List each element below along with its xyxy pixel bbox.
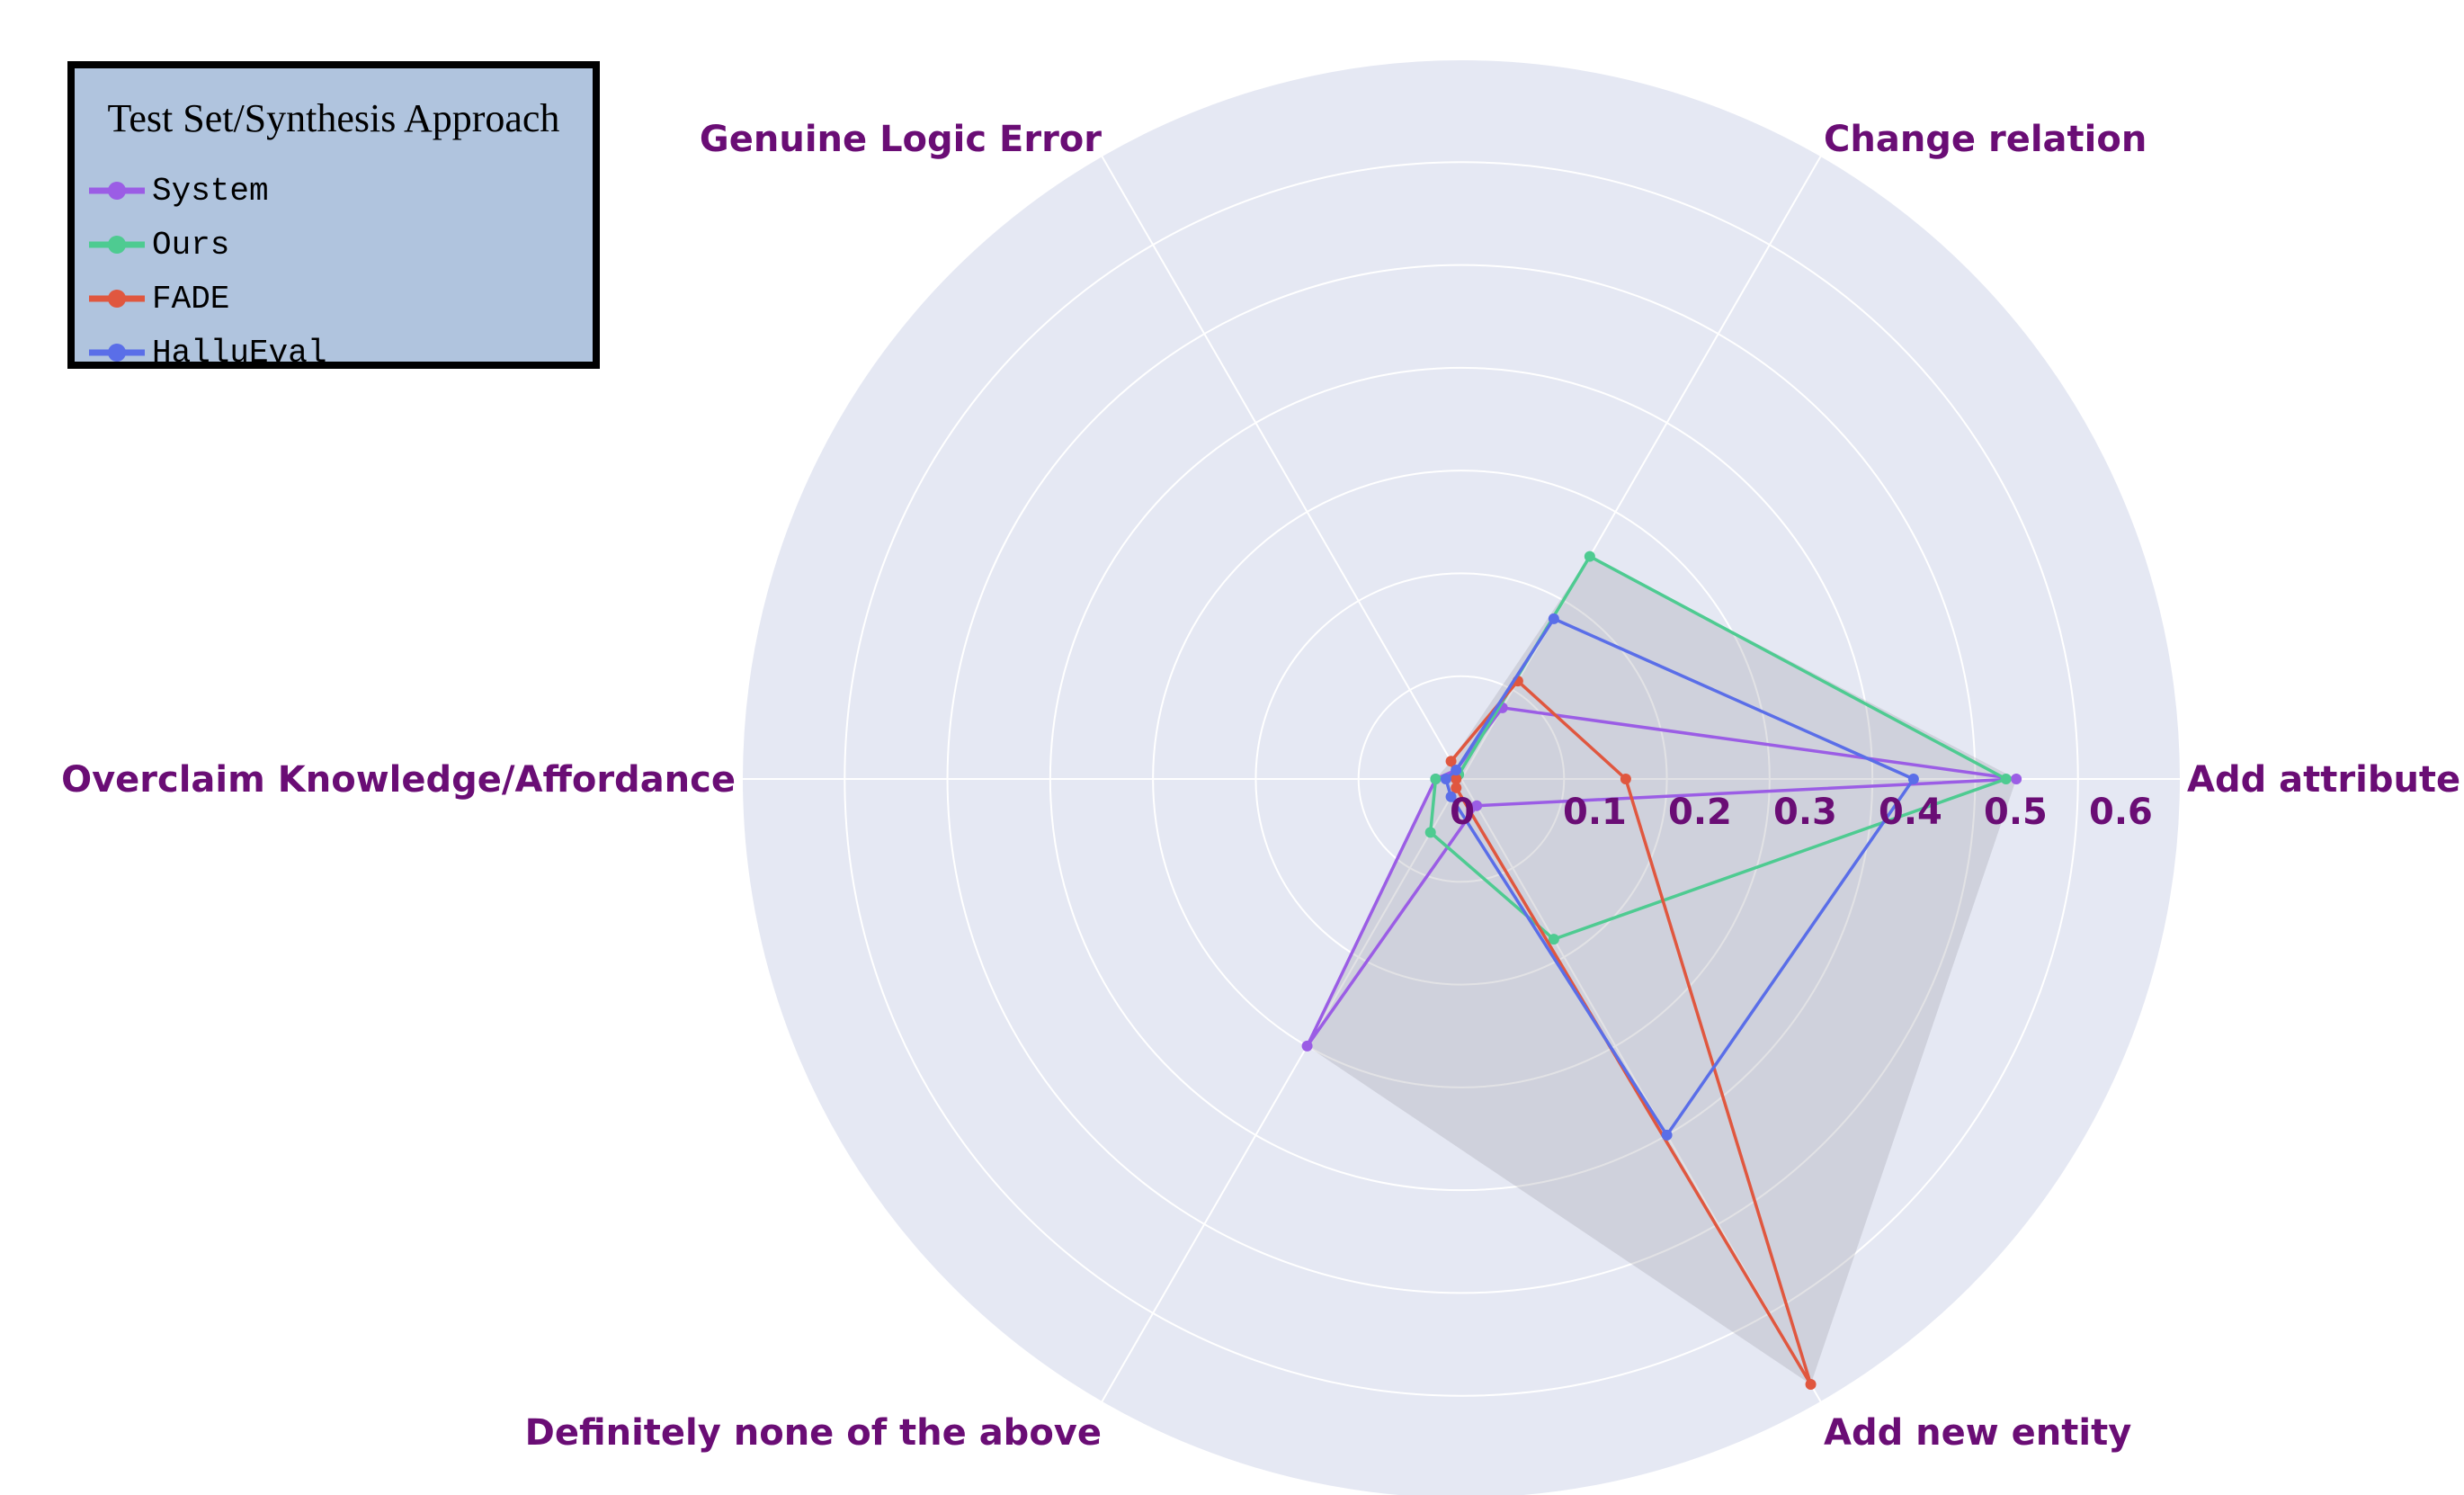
axis-label-genuine-logic-error: Genuine Logic Error xyxy=(700,119,1102,160)
axis-label-change-relation: Change relation xyxy=(1824,119,2147,160)
radial-tick-label: 0.3 xyxy=(1773,792,1837,833)
legend-swatch-marker xyxy=(108,236,126,254)
axis-label-add-new-entity: Add new entity xyxy=(1824,1412,2131,1454)
grid-spoke xyxy=(1101,155,1462,780)
series-point-system xyxy=(1471,800,1483,811)
series-fade xyxy=(1445,676,1817,1391)
series-point-fade xyxy=(1451,774,1462,784)
axis-label-add-attribute: Add attribute xyxy=(2187,759,2460,801)
legend-title: Test Set/Synthesis Approach xyxy=(107,96,560,140)
radial-tick-label: 0.6 xyxy=(2089,792,2153,833)
legend-swatch-fade xyxy=(89,290,145,308)
axis-label-definitely-none-of-the-above: Definitely none of the above xyxy=(525,1412,1102,1454)
series-point-hallueval xyxy=(1907,774,1919,784)
grid-spoke xyxy=(1101,778,1462,1403)
radial-tick-label: 0.2 xyxy=(1668,792,1732,833)
shaded-envelope xyxy=(1307,556,2017,1385)
series-layer xyxy=(1301,551,2022,1391)
series-hallueval xyxy=(1440,613,1919,1141)
legend-swatch-marker xyxy=(108,182,126,200)
legend-label-hallueval: HalluEval xyxy=(152,334,327,372)
series-point-fade xyxy=(1620,774,1631,784)
radial-tick-labels: 0 0.1 0.2 0.3 0.4 0.5 0.6 xyxy=(1450,792,2153,833)
legend-label-fade: FADE xyxy=(152,280,230,318)
legend-item-ours[interactable]: Ours xyxy=(87,222,229,267)
grid-spoke xyxy=(1460,155,1822,780)
legend-swatch-marker xyxy=(108,344,126,362)
series-point-hallueval xyxy=(1440,774,1451,784)
legend-swatch-ours xyxy=(89,236,145,254)
radial-tick-label: 0.4 xyxy=(1879,792,1942,833)
radial-tick-label: 0.1 xyxy=(1563,792,1627,833)
series-point-ours xyxy=(1424,827,1436,838)
series-point-fade xyxy=(1805,1379,1817,1391)
legend-label-system: System xyxy=(152,172,269,210)
legend-swatch-system xyxy=(89,182,145,200)
series-point-ours xyxy=(1548,934,1559,945)
series-point-hallueval xyxy=(1661,1129,1673,1141)
series-point-ours xyxy=(1430,774,1442,784)
series-point-fade xyxy=(1445,756,1457,767)
series-point-ours xyxy=(1584,551,1595,562)
legend-swatch-hallueval xyxy=(89,344,145,362)
series-point-hallueval xyxy=(1445,791,1457,802)
series-point-hallueval xyxy=(1451,765,1462,776)
series-point-system xyxy=(2011,774,2022,784)
legend: Test Set/Synthesis Approach System Ours … xyxy=(67,61,600,372)
legend-item-fade[interactable]: FADE xyxy=(87,276,229,321)
axis-labels: Add attribute Change relation Genuine Logi… xyxy=(61,119,2460,1454)
series-point-ours xyxy=(2000,774,2012,784)
series-point-system xyxy=(1301,1040,1313,1052)
axis-label-overclaim-knowledge-affordance: Overclaim Knowledge/Affordance xyxy=(61,759,736,801)
legend-swatch-marker xyxy=(108,290,126,308)
legend-label-ours: Ours xyxy=(152,226,230,264)
legend-item-system[interactable]: System xyxy=(87,168,269,213)
radial-tick-label: 0 xyxy=(1450,792,1475,833)
series-point-fade xyxy=(1451,782,1462,793)
radial-tick-label: 0.5 xyxy=(1984,792,2048,833)
legend-item-hallueval[interactable]: HalluEval xyxy=(87,330,326,375)
series-point-hallueval xyxy=(1548,613,1559,624)
envelope-polygon xyxy=(1307,556,2017,1385)
